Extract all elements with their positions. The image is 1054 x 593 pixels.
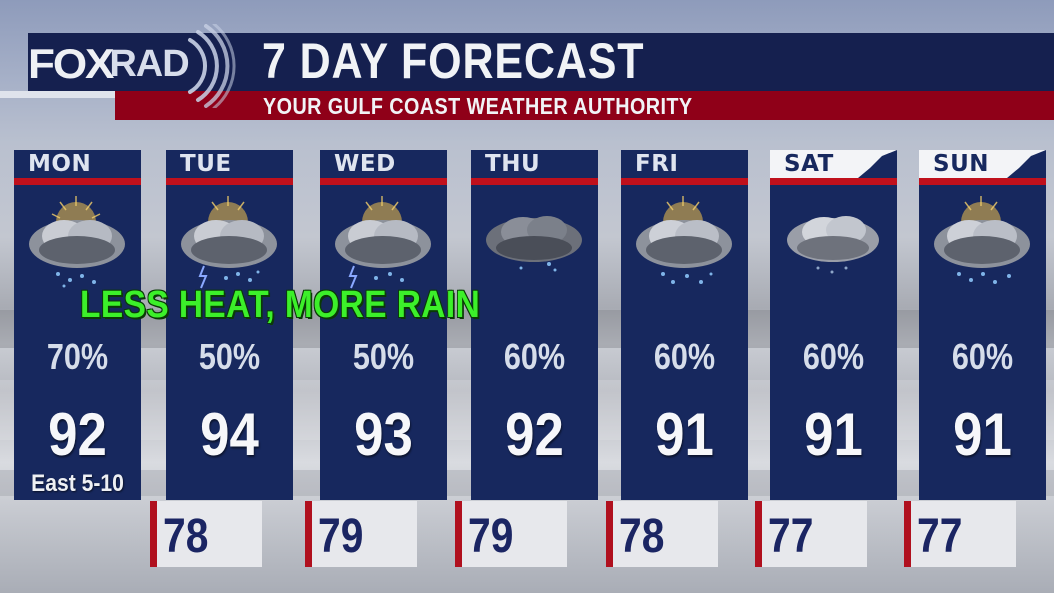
precip-chance: 50%: [198, 336, 261, 377]
low-temp: 77: [768, 510, 814, 563]
foxrad-logo: FOX RAD: [27, 24, 236, 108]
day-header: MON: [14, 150, 141, 178]
high-temp: 92: [48, 401, 107, 468]
partly-sunny-rain-icon: [636, 196, 732, 284]
precip-chance: 60%: [653, 336, 716, 377]
partly-sunny-thunderstorm-icon: [335, 196, 431, 289]
forecast-day-tue: TUE 50% 94: [166, 150, 293, 500]
high-temp: 91: [804, 401, 863, 468]
low-temp-box: 79: [455, 501, 567, 567]
low-temp: 79: [318, 510, 364, 563]
radar-waves-icon: [188, 24, 236, 108]
high-temp: 94: [200, 401, 259, 468]
low-temp-box: 77: [904, 501, 1016, 567]
page-title: 7 DAY FORECAST: [262, 33, 645, 89]
day-divider: [621, 178, 748, 185]
low-temp: 77: [917, 510, 963, 563]
precip-chance: 60%: [802, 336, 865, 377]
forecast-day-fri: FRI 60% 91: [621, 150, 748, 500]
logo-fox-text: FOX: [27, 40, 114, 87]
low-temp-accent: [755, 501, 762, 567]
forecast-day-sun: SUN 60% 91: [919, 150, 1046, 500]
low-temp-box: 78: [150, 501, 262, 567]
day-divider: [14, 178, 141, 185]
day-divider: [770, 178, 897, 185]
low-temp: 78: [163, 510, 209, 563]
wind-info: East 5-10: [31, 470, 124, 497]
partly-sunny-rain-icon: [934, 196, 1030, 284]
precip-chance: 70%: [46, 336, 109, 377]
low-temp: 79: [468, 510, 514, 563]
forecast-day-thu: THU 60% 92: [471, 150, 598, 500]
high-temp: 91: [655, 401, 714, 468]
day-label: TUE: [180, 151, 232, 177]
partly-sunny-thunderstorm-icon: [181, 196, 277, 289]
forecast-day-wed: WED 50% 93: [320, 150, 447, 500]
low-temp-accent: [606, 501, 613, 567]
headline-banner: LESS HEAT, MORE RAIN: [80, 284, 481, 326]
precip-chance: 60%: [951, 336, 1014, 377]
high-temp: 91: [953, 401, 1012, 468]
day-label: WED: [334, 151, 396, 177]
day-label: SAT: [784, 151, 834, 177]
day-header: TUE: [166, 150, 293, 178]
header-accent-line: [0, 91, 115, 98]
day-divider: [320, 178, 447, 185]
low-temp-accent: [455, 501, 462, 567]
precip-chance: 50%: [352, 336, 415, 377]
low-temp-accent: [305, 501, 312, 567]
day-label: THU: [485, 151, 541, 177]
day-header: FRI: [621, 150, 748, 178]
day-divider: [919, 178, 1046, 185]
cloudy-showers-icon: [787, 216, 879, 274]
low-temp-box: 78: [606, 501, 718, 567]
day-header: THU: [471, 150, 598, 178]
low-temp-accent: [150, 501, 157, 567]
forecast-day-mon: MON 70% 92 East 5-10: [14, 150, 141, 500]
header-subtitle-bar: [115, 91, 1054, 120]
low-temp: 78: [619, 510, 665, 563]
day-label: FRI: [635, 151, 679, 177]
day-header: WED: [320, 150, 447, 178]
precip-chance: 60%: [503, 336, 566, 377]
day-label: MON: [28, 151, 92, 177]
partly-sunny-thunderstorm-icon: [29, 196, 125, 288]
rain-cloud-icon: [486, 216, 582, 272]
page-subtitle: YOUR GULF COAST WEATHER AUTHORITY: [263, 93, 693, 119]
logo-rad-text: RAD: [109, 42, 189, 85]
low-temp-box: 79: [305, 501, 417, 567]
high-temp: 93: [354, 401, 413, 468]
high-temp: 92: [505, 401, 564, 468]
day-divider: [166, 178, 293, 185]
day-label: SUN: [933, 151, 989, 177]
day-divider: [471, 178, 598, 185]
low-temp-box: 77: [755, 501, 867, 567]
low-temp-accent: [904, 501, 911, 567]
forecast-day-sat: SAT 60% 91: [770, 150, 897, 500]
